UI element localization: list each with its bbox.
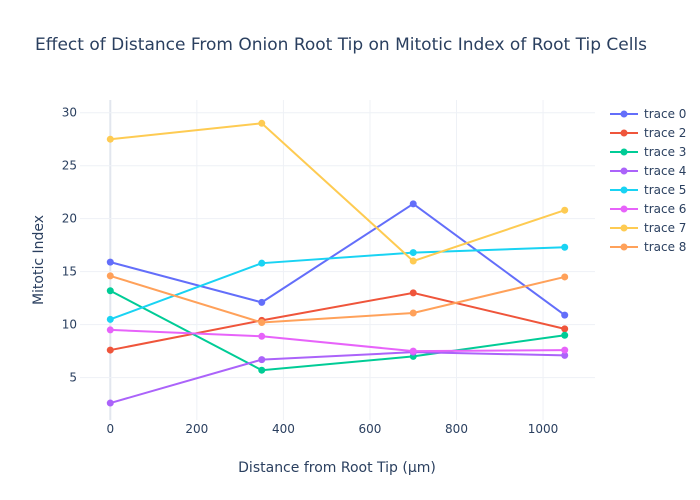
data-point: [409, 347, 417, 355]
legend-item[interactable]: trace 2: [610, 126, 686, 140]
data-point: [561, 311, 569, 319]
legend-label: trace 0: [644, 107, 686, 121]
data-point: [409, 200, 417, 208]
data-point: [409, 289, 417, 297]
series-line-trace-0: [110, 202, 566, 316]
legend-label: trace 7: [644, 221, 686, 235]
data-point: [561, 331, 569, 339]
legend-marker: [620, 205, 628, 213]
chart-title: Effect of Distance From Onion Root Tip o…: [35, 35, 647, 55]
ticks: 0 200 400 600 800 1000 5 10 15 20 25 30: [62, 106, 559, 436]
data-point: [106, 135, 114, 143]
legend-marker: [620, 110, 628, 118]
data-point: [561, 325, 569, 333]
legend-label: trace 6: [644, 202, 686, 216]
y-tick-label: 30: [62, 106, 77, 120]
series-line-trace-2: [110, 291, 565, 352]
legend-marker: [620, 167, 628, 175]
y-tick-label: 20: [62, 212, 77, 226]
grid: [80, 100, 595, 420]
y-tick-label: 10: [62, 318, 77, 332]
legend-marker: [620, 186, 628, 194]
data-point: [258, 319, 266, 327]
x-tick-label: 800: [445, 422, 468, 436]
data-point: [409, 257, 417, 265]
y-tick-label: 15: [62, 265, 77, 279]
x-tick-label: 1000: [528, 422, 559, 436]
data-point: [106, 272, 114, 280]
series-line-trace-5: [109, 246, 565, 321]
legend[interactable]: trace 0 trace 2 trace 3 trace 4 trace 5 trace…: [610, 107, 686, 254]
series-lines: [106, 119, 569, 407]
data-point: [106, 399, 114, 407]
data-point: [561, 243, 569, 251]
series-line-trace-6: [110, 328, 565, 353]
legend-label: trace 5: [644, 183, 686, 197]
series-line-trace-8: [109, 274, 565, 324]
data-point: [106, 315, 114, 323]
legend-label: trace 3: [644, 145, 686, 159]
legend-item[interactable]: trace 5: [610, 183, 686, 197]
data-point: [258, 259, 266, 267]
legend-item[interactable]: trace 6: [610, 202, 686, 216]
legend-item[interactable]: trace 3: [610, 145, 686, 159]
data-point: [106, 326, 114, 334]
data-point: [561, 206, 569, 214]
data-point: [106, 346, 114, 354]
x-tick-label: 0: [106, 422, 114, 436]
series-line-trace-3: [109, 289, 565, 372]
legend-item[interactable]: trace 4: [610, 164, 686, 178]
data-point: [106, 287, 114, 295]
legend-marker: [620, 148, 628, 156]
y-axis-label: Mitotic Index: [31, 215, 47, 305]
data-point: [561, 346, 569, 354]
series-line-trace-4: [110, 351, 565, 405]
x-tick-label: 600: [359, 422, 382, 436]
x-tick-label: 200: [185, 422, 208, 436]
y-tick-label: 5: [69, 371, 77, 385]
legend-label: trace 4: [644, 164, 686, 178]
data-point: [258, 356, 266, 364]
data-point: [258, 119, 266, 127]
data-point: [258, 366, 266, 374]
data-point: [106, 258, 114, 266]
data-point: [561, 273, 569, 281]
legend-marker: [620, 243, 628, 251]
legend-marker: [620, 224, 628, 232]
series-line-trace-7: [110, 122, 566, 263]
data-point: [409, 249, 417, 257]
data-point: [409, 309, 417, 317]
legend-item[interactable]: trace 0: [610, 107, 686, 121]
legend-item[interactable]: trace 7: [610, 221, 686, 235]
data-point: [561, 351, 569, 359]
legend-item[interactable]: trace 8: [610, 240, 686, 254]
legend-marker: [620, 129, 628, 137]
data-point: [258, 298, 266, 306]
x-tick-label: 400: [272, 422, 295, 436]
legend-label: trace 2: [644, 126, 686, 140]
y-tick-label: 25: [62, 159, 77, 173]
legend-label: trace 8: [644, 240, 686, 254]
x-axis-label: Distance from Root Tip (μm): [238, 460, 436, 476]
data-point: [258, 332, 266, 340]
